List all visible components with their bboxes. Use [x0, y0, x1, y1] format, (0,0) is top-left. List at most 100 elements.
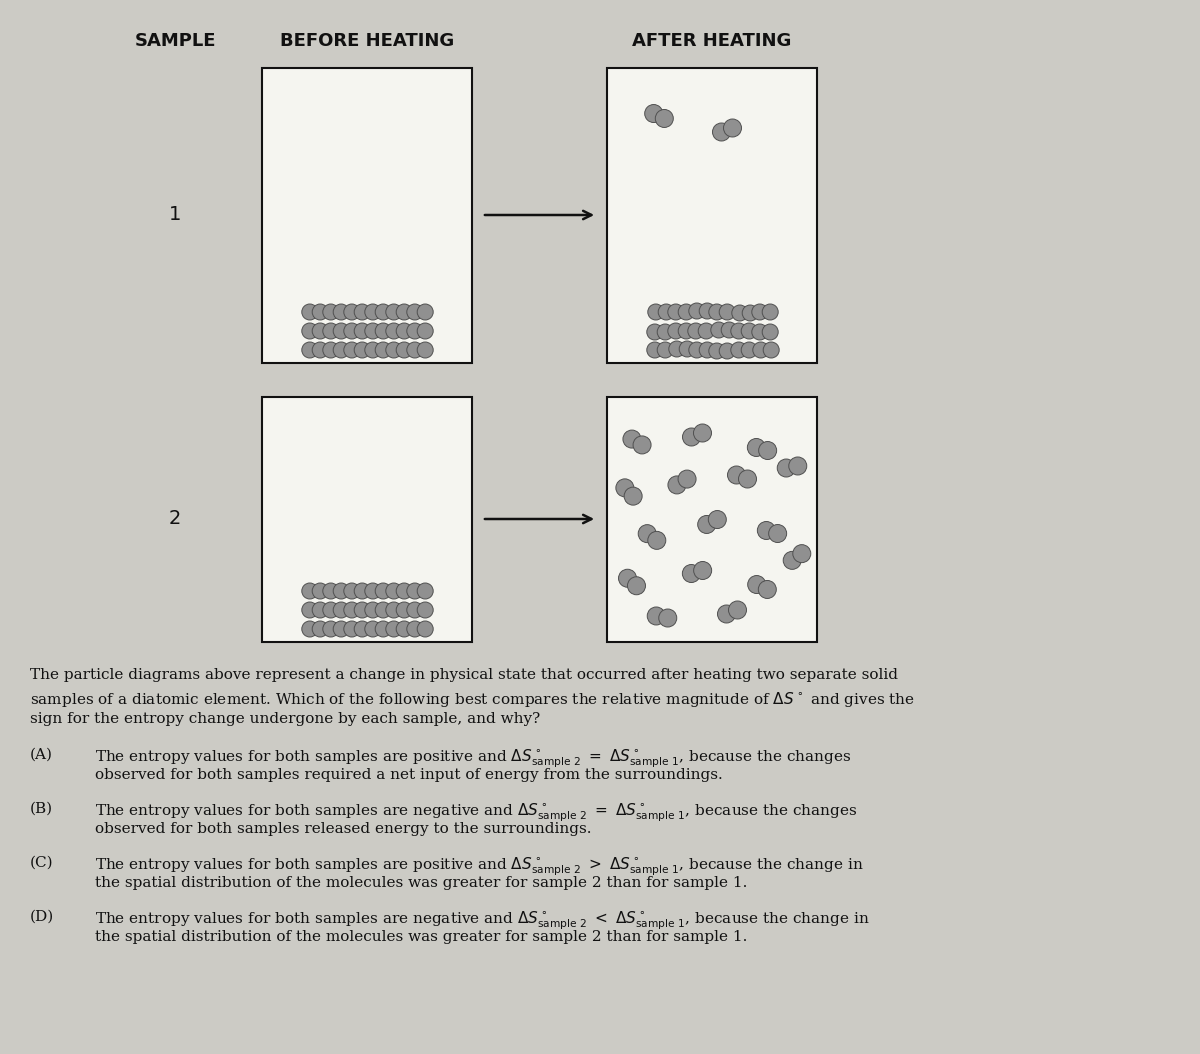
Circle shape [344, 621, 360, 637]
Circle shape [386, 341, 402, 358]
Text: (B): (B) [30, 802, 53, 816]
Circle shape [667, 323, 684, 339]
Circle shape [616, 479, 634, 496]
Circle shape [418, 304, 433, 320]
Circle shape [758, 581, 776, 599]
Circle shape [396, 341, 413, 358]
Circle shape [354, 304, 371, 320]
Circle shape [751, 304, 768, 320]
Circle shape [386, 583, 402, 599]
Circle shape [719, 343, 736, 359]
Circle shape [407, 323, 422, 339]
Circle shape [728, 601, 746, 619]
Circle shape [700, 341, 715, 358]
Text: The entropy values for both samples are negative and $\Delta S^\circ_{\rm sample: The entropy values for both samples are … [95, 802, 858, 824]
Text: AFTER HEATING: AFTER HEATING [632, 32, 792, 50]
Circle shape [719, 304, 736, 320]
Circle shape [668, 341, 685, 357]
Circle shape [302, 602, 318, 618]
Circle shape [302, 341, 318, 358]
Circle shape [354, 323, 371, 339]
Circle shape [407, 341, 422, 358]
Circle shape [784, 551, 802, 569]
Circle shape [634, 436, 652, 454]
Circle shape [752, 341, 769, 358]
Circle shape [302, 323, 318, 339]
Circle shape [312, 323, 329, 339]
Circle shape [738, 470, 756, 488]
Text: (C): (C) [30, 856, 54, 870]
Circle shape [365, 583, 380, 599]
Circle shape [365, 304, 380, 320]
Text: 1: 1 [169, 206, 181, 225]
Circle shape [732, 305, 748, 321]
Circle shape [312, 304, 329, 320]
Circle shape [376, 323, 391, 339]
Circle shape [376, 304, 391, 320]
Circle shape [731, 341, 746, 358]
Circle shape [418, 602, 433, 618]
Circle shape [678, 304, 695, 320]
Circle shape [365, 602, 380, 618]
Circle shape [655, 110, 673, 128]
Circle shape [407, 583, 422, 599]
Circle shape [721, 323, 737, 338]
Circle shape [694, 562, 712, 580]
Circle shape [365, 341, 380, 358]
Circle shape [658, 341, 673, 358]
Circle shape [709, 304, 725, 320]
Circle shape [312, 602, 329, 618]
Circle shape [678, 470, 696, 488]
Circle shape [365, 621, 380, 637]
Circle shape [742, 341, 757, 358]
Circle shape [407, 621, 422, 637]
Circle shape [407, 602, 422, 618]
Circle shape [344, 304, 360, 320]
Circle shape [778, 458, 796, 477]
Text: the spatial distribution of the molecules was greater for sample 2 than for samp: the spatial distribution of the molecule… [95, 930, 748, 944]
Circle shape [376, 341, 391, 358]
Circle shape [769, 525, 787, 543]
Circle shape [688, 323, 703, 339]
Circle shape [648, 304, 664, 320]
Circle shape [762, 304, 779, 320]
Circle shape [713, 123, 731, 141]
Circle shape [647, 607, 665, 625]
Text: sign for the entropy change undergone by each sample, and why?: sign for the entropy change undergone by… [30, 713, 540, 726]
Circle shape [354, 602, 371, 618]
Bar [262, 69, 472, 363]
Circle shape [354, 341, 371, 358]
Circle shape [618, 569, 636, 587]
Circle shape [623, 430, 641, 448]
Circle shape [334, 323, 349, 339]
Circle shape [396, 602, 413, 618]
Circle shape [334, 621, 349, 637]
Circle shape [710, 323, 727, 338]
Circle shape [376, 602, 391, 618]
Circle shape [334, 304, 349, 320]
Circle shape [659, 304, 674, 320]
Circle shape [788, 457, 806, 475]
Circle shape [323, 583, 338, 599]
Circle shape [658, 324, 673, 340]
Circle shape [748, 438, 766, 456]
Circle shape [683, 428, 701, 446]
Circle shape [354, 583, 371, 599]
Text: 2: 2 [169, 509, 181, 528]
Circle shape [648, 531, 666, 549]
Circle shape [396, 323, 413, 339]
Circle shape [344, 602, 360, 618]
Circle shape [323, 341, 338, 358]
Circle shape [396, 621, 413, 637]
Circle shape [344, 341, 360, 358]
Text: the spatial distribution of the molecules was greater for sample 2 than for samp: the spatial distribution of the molecule… [95, 876, 748, 890]
Circle shape [312, 341, 329, 358]
Bar [607, 397, 817, 642]
Circle shape [323, 304, 338, 320]
Circle shape [708, 510, 726, 528]
Circle shape [418, 323, 433, 339]
Circle shape [418, 583, 433, 599]
Circle shape [727, 466, 745, 484]
Circle shape [647, 341, 662, 358]
Text: observed for both samples released energy to the surroundings.: observed for both samples released energ… [95, 822, 592, 836]
